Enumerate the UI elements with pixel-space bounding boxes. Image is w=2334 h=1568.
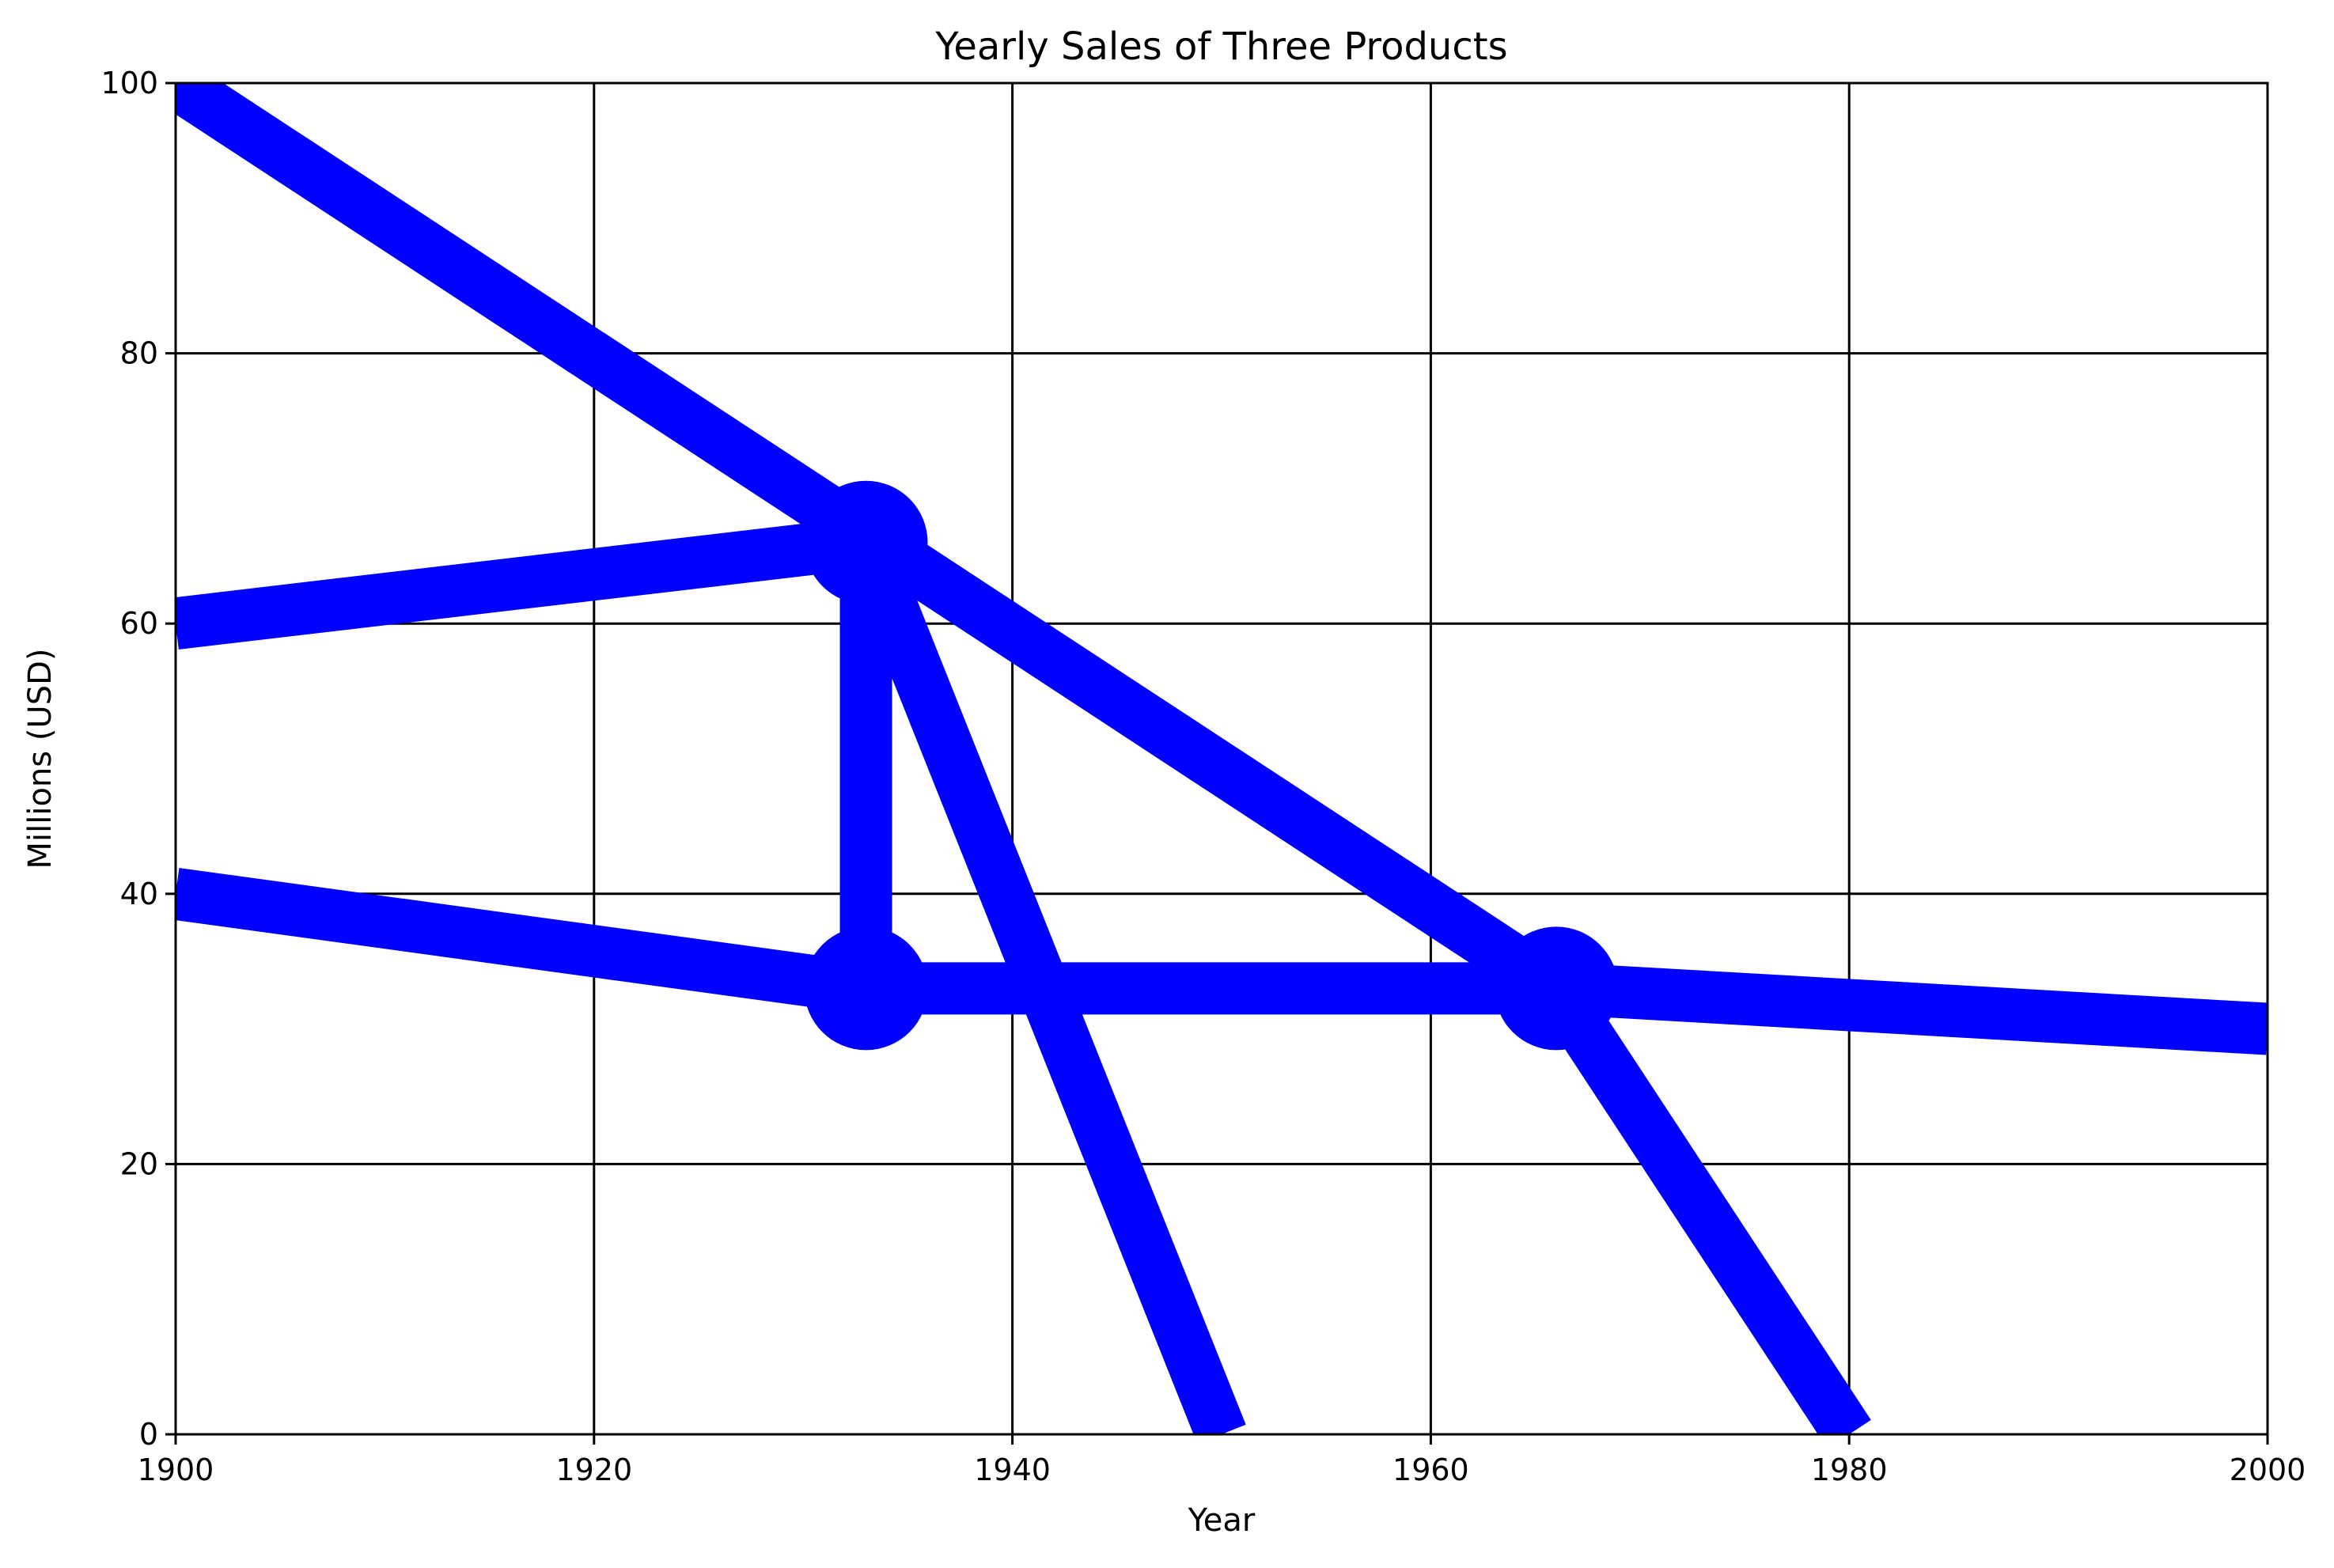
data-point-marker — [804, 926, 928, 1051]
x-tick-label: 1960 — [1392, 1452, 1469, 1487]
y-axis: 0 20 40 60 80 100 — [100, 66, 176, 1452]
x-tick-label: 2000 — [2230, 1452, 2306, 1487]
marker-layer — [804, 480, 1619, 1051]
y-tick-label: 100 — [100, 66, 158, 100]
grid-lines — [174, 81, 2269, 1436]
data-point-marker — [804, 480, 928, 604]
x-tick-label: 1940 — [974, 1452, 1051, 1487]
y-tick-label: 0 — [139, 1417, 158, 1452]
data-point-marker — [1495, 926, 1619, 1051]
y-tick-label: 20 — [120, 1146, 158, 1181]
x-axis: 1900 1920 1940 1960 1980 2000 — [138, 1434, 2306, 1487]
y-axis-label: Millions (USD) — [22, 648, 59, 869]
x-tick-label: 1920 — [555, 1452, 632, 1487]
x-tick-label: 1980 — [1811, 1452, 1888, 1487]
y-tick-label: 40 — [120, 877, 158, 911]
x-tick-label: 1900 — [138, 1452, 214, 1487]
y-tick-label: 60 — [120, 606, 158, 641]
y-tick-label: 80 — [120, 336, 158, 371]
plot-frame — [174, 81, 2269, 1436]
x-axis-label: Year — [1188, 1502, 1256, 1539]
chart-title: Yearly Sales of Three Products — [934, 25, 1507, 69]
